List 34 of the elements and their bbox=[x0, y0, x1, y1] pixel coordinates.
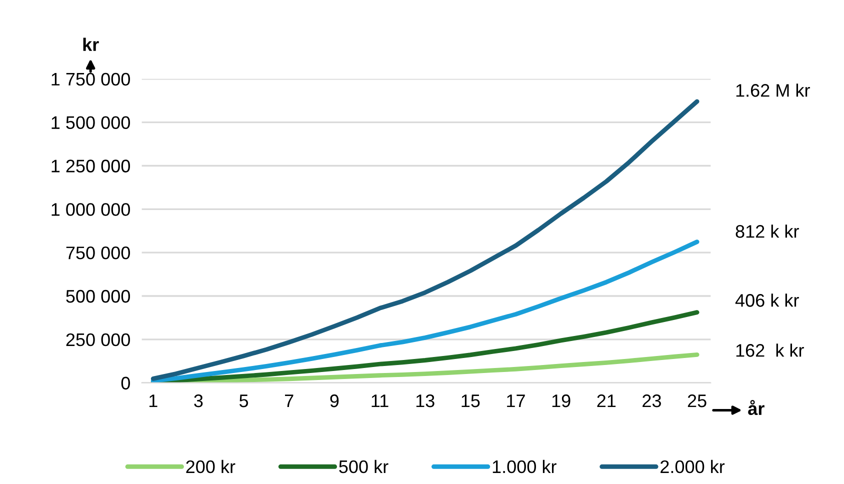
legend-label: 1.000 kr bbox=[492, 460, 556, 474]
y-tick-label: 0 bbox=[121, 376, 130, 390]
line-series bbox=[150, 240, 700, 383]
x-tick-label: 9 bbox=[330, 394, 339, 408]
x-tick-label: 23 bbox=[642, 394, 661, 408]
legend-label: 500 kr bbox=[339, 460, 388, 474]
x-tick-label: 5 bbox=[239, 394, 248, 408]
y-tick-label: 1 750 000 bbox=[52, 72, 130, 86]
x-tick-label: 25 bbox=[688, 394, 706, 408]
x-axis-title: år bbox=[748, 400, 764, 416]
y-tick-label: 1 250 000 bbox=[52, 160, 130, 172]
x-tick-label: 15 bbox=[462, 394, 480, 408]
y-tick-label: 250 000 bbox=[66, 333, 130, 346]
x-tick-label: 3 bbox=[194, 394, 203, 408]
line-series bbox=[150, 310, 700, 383]
y-tick-label: 1 500 000 bbox=[52, 116, 130, 130]
x-tick-label: 7 bbox=[285, 394, 294, 408]
text: 406 k kr bbox=[735, 294, 799, 307]
x-tick-label: 17 bbox=[507, 394, 525, 408]
x-tick-label: 21 bbox=[597, 394, 616, 408]
line-series bbox=[150, 99, 700, 381]
text: 1.62 M kr bbox=[736, 84, 810, 97]
legend-label: 200 kr bbox=[186, 460, 236, 474]
y-tick-label: 750 000 bbox=[66, 246, 130, 260]
text: 812 k kr bbox=[736, 224, 799, 238]
y-tick-label: 500 000 bbox=[66, 290, 130, 303]
y-axis-title: kr bbox=[83, 38, 99, 51]
text: 162 k kr bbox=[736, 344, 804, 357]
x-tick-label: 1 bbox=[149, 394, 158, 408]
x-tick-label: 11 bbox=[372, 394, 388, 408]
y-tick-label: 1 000 000 bbox=[52, 203, 130, 216]
legend-label: 2.000 kr bbox=[660, 460, 725, 474]
x-tick-label: 13 bbox=[416, 394, 434, 408]
x-tick-label: 19 bbox=[552, 394, 570, 408]
